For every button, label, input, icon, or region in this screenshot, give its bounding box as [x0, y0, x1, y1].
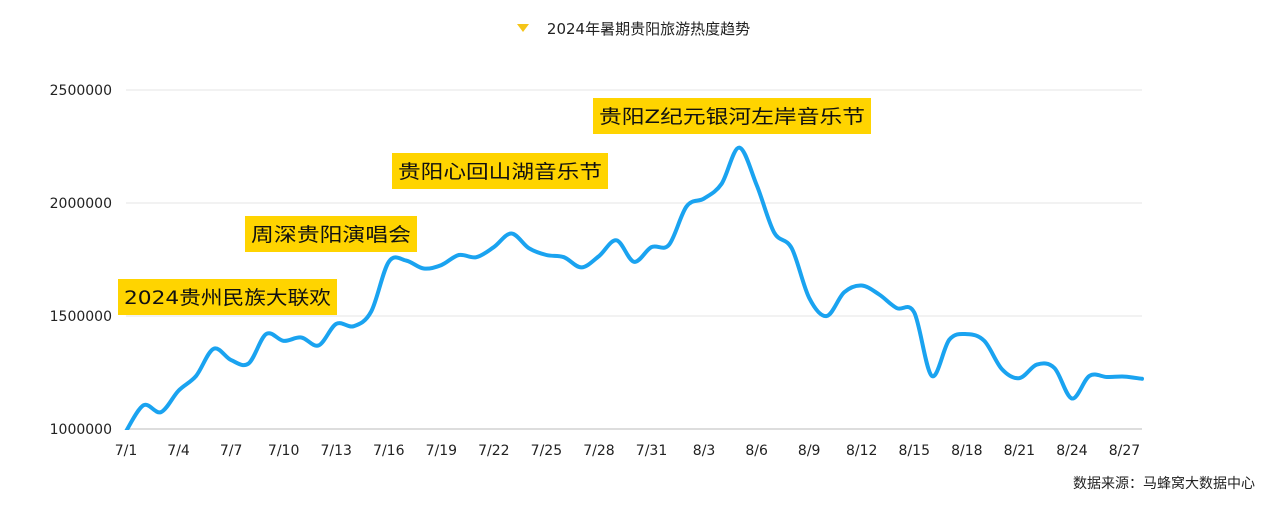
annotation-label: 2024贵州民族大联欢: [124, 287, 331, 309]
y-tick-label: 1000000: [50, 422, 112, 438]
x-tick-label: 7/10: [268, 443, 299, 459]
series-layer: [124, 145, 1144, 430]
annotation-box: [593, 98, 871, 134]
x-tick-label: 7/19: [426, 443, 457, 459]
x-tick-label: 8/6: [745, 443, 768, 459]
legend-marker-icon: [516, 24, 529, 32]
annotation-label: 贵阳Z纪元银河左岸音乐节: [599, 106, 865, 128]
x-tick-label: 7/25: [531, 443, 562, 459]
y-tick-label: 1500000: [50, 309, 112, 325]
x-tick-label: 7/31: [636, 443, 667, 459]
x-tick-label: 8/15: [899, 443, 930, 459]
grid-lines: [126, 89, 1142, 430]
series-line: [124, 145, 1144, 430]
y-tick-label: 2500000: [50, 83, 112, 99]
x-tick-label: 7/22: [478, 443, 509, 459]
x-axis: 7/1 7/4 7/7 7/10 7/13 7/16 7/19 7/22 7/25 7/28 7/3…: [115, 443, 1140, 459]
chart-legend: 2024年暑期贵阳旅游热度趋势: [0, 18, 1267, 39]
legend-label: 2024年暑期贵阳旅游热度趋势: [546, 20, 751, 38]
y-axis: 1000000 1500000 2000000 2500000: [50, 83, 112, 438]
x-tick-label: 7/7: [220, 443, 243, 459]
x-tick-label: 8/12: [846, 443, 877, 459]
x-tick-label: 7/1: [115, 443, 138, 459]
x-tick-label: 8/9: [798, 443, 821, 459]
x-tick-label: 8/24: [1056, 443, 1088, 459]
annotation-label: 周深贵阳演唱会: [251, 224, 411, 246]
x-tick-label: 8/18: [951, 443, 982, 459]
y-tick-label: 2000000: [50, 196, 112, 212]
annotation-layer: 2024贵州民族大联欢 周深贵阳演唱会 贵阳心回山湖音乐节 贵阳Z纪元银河左岸音乐节: [118, 98, 871, 315]
x-tick-label: 7/16: [373, 443, 405, 459]
annotation-label: 贵阳心回山湖音乐节: [398, 161, 602, 183]
x-tick-label: 7/13: [320, 443, 351, 459]
x-tick-label: 8/27: [1109, 443, 1140, 459]
annotation-box: [245, 216, 417, 252]
data-source: 数据来源：马蜂窝大数据中心: [1073, 476, 1255, 492]
annotation-box: [392, 153, 608, 189]
annotation-box: [118, 279, 337, 315]
x-tick-label: 8/21: [1004, 443, 1035, 459]
x-tick-label: 7/4: [167, 443, 190, 459]
x-tick-label: 7/28: [583, 443, 614, 459]
x-tick-label: 8/3: [693, 443, 716, 459]
